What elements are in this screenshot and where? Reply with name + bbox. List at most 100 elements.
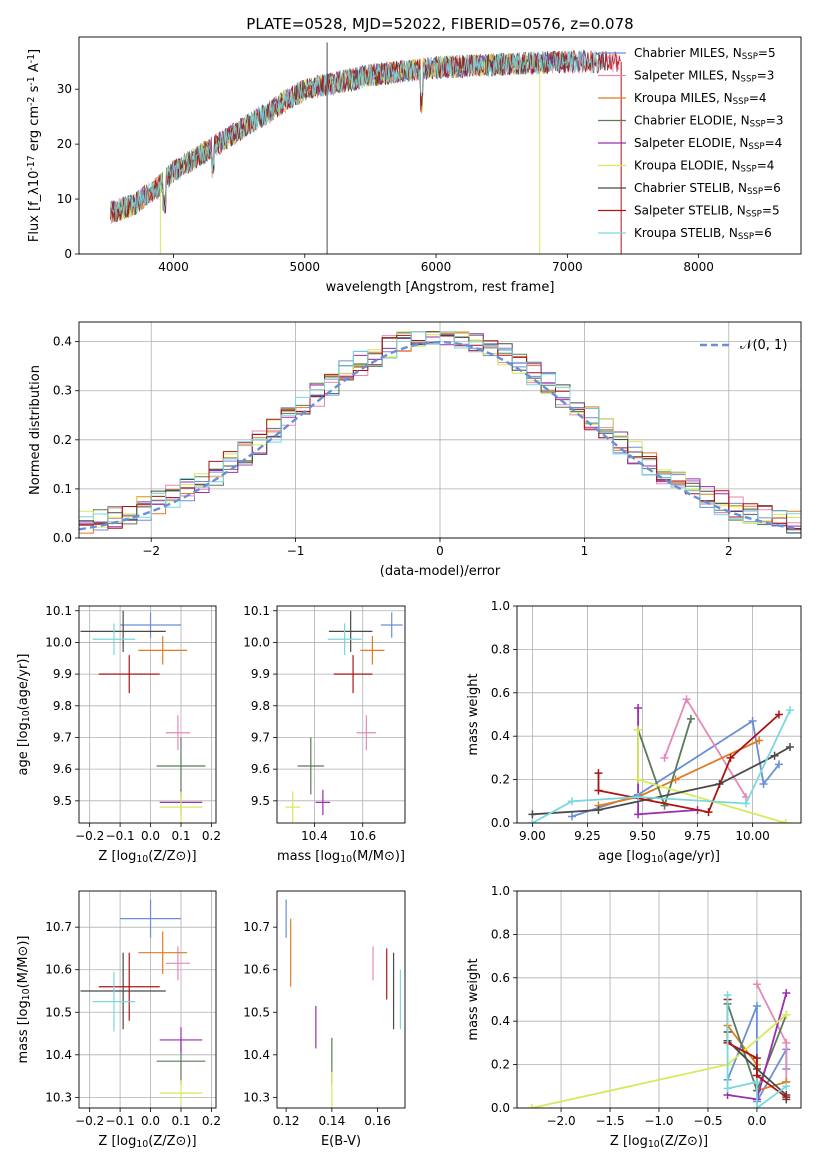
x-tick-label: −1.5: [595, 1114, 624, 1128]
series-marker: [782, 988, 791, 997]
y-tick-label: 10.7: [243, 920, 270, 934]
x-tick-label: −0.2: [75, 829, 104, 843]
series-marker: [726, 753, 735, 762]
series-marker: [682, 695, 691, 704]
series-marker: [782, 1093, 791, 1102]
y-tick-label: 0.2: [491, 1058, 510, 1072]
plot-area: [110, 42, 622, 254]
x-tick-label: 7000: [552, 260, 583, 274]
series-marker: [748, 717, 757, 726]
series-marker: [528, 819, 537, 823]
y-tick-label: 10.0: [243, 635, 270, 649]
y-tick-label: 0.0: [491, 816, 510, 830]
x-tick-label: −0.5: [693, 1114, 722, 1128]
x-axis-label: Z [log10(Z/Z⊙)]: [610, 1134, 708, 1150]
y-tick-label: 9.5: [251, 794, 270, 808]
series-line: [637, 729, 786, 823]
y-tick-label: 0.2: [53, 433, 72, 447]
series-marker: [759, 779, 768, 788]
panel-spectrum: 4000 5000 6000 7000 8000 0 10 20 30 wavelength [A…: [26, 36, 802, 295]
y-tick-label: 0.6: [491, 686, 510, 700]
y-tick-label: 1.0: [491, 599, 510, 613]
x-tick-label: 10.6: [349, 829, 376, 843]
y-tick-label: 0.8: [491, 642, 510, 656]
figure-title: PLATE=0528, MJD=52022, FIBERID=0576, z=0…: [246, 15, 633, 33]
y-tick-label: 9.9: [251, 667, 270, 681]
legend-label: Salpeter ELODIE, NSSP=4: [634, 136, 782, 152]
x-tick-label: 6000: [421, 260, 452, 274]
x-tick-label: 0.2: [202, 829, 221, 843]
series-line: [598, 739, 760, 807]
panel-age-vs-mass: 10.4 10.6 9.5 9.6 9.7 9.8 9.9 10.0 10.1 mass [log…: [243, 604, 406, 865]
y-tick-label: 0.4: [491, 729, 510, 743]
x-tick-label: 0.1: [171, 1114, 190, 1128]
normal-curve: [79, 341, 799, 531]
series-marker: [568, 812, 577, 821]
y-axis-label: Flux [f_λ10-17 erg cm-2 s-1 A-1]: [26, 49, 42, 242]
y-tick-label: 0.3: [53, 384, 72, 398]
x-tick-label: −0.2: [75, 1114, 104, 1128]
x-tick-label: 8000: [683, 260, 714, 274]
series-marker: [781, 819, 790, 823]
panel-mass-vs-ebv: 0.12 0.14 0.16 10.3 10.4 10.5 10.6 10.7 E(B-V): [243, 890, 406, 1149]
series-marker: [634, 810, 643, 819]
legend-label: 𝒩(0, 1): [740, 338, 787, 353]
series-marker: [752, 1054, 761, 1063]
series-marker: [634, 792, 643, 801]
x-tick-label: 0.12: [273, 1114, 300, 1128]
y-axis-label: mass weight: [466, 958, 481, 1040]
x-axis-label: E(B-V): [321, 1134, 361, 1149]
x-tick-label: 0.2: [202, 1114, 221, 1128]
y-tick-label: 10.1: [45, 604, 72, 618]
series-marker: [704, 808, 713, 817]
axes-frame: [78, 605, 217, 824]
x-tick-label: −2: [142, 544, 160, 558]
x-tick-label: 9.25: [574, 829, 601, 843]
series-marker: [594, 805, 603, 814]
axes-frame: [276, 605, 406, 824]
x-tick-label: −0.1: [106, 829, 135, 843]
x-tick-label: 9.50: [629, 829, 656, 843]
y-tick-label: 10.6: [243, 963, 270, 977]
x-axis-label: mass [log10(M/M⊙)]: [277, 849, 405, 865]
y-tick-label: 0.4: [491, 1014, 510, 1028]
y-tick-label: 0.6: [491, 971, 510, 985]
legend-label: Kroupa MILES, NSSP=4: [634, 91, 767, 107]
panel-mass-weight-vs-Z: −2.0 −1.5 −1.0 −0.5 0.0 0.0 0.2 0.4 0.6 0.8 1.0 Z […: [466, 884, 802, 1150]
x-tick-label: 9.00: [519, 829, 546, 843]
y-tick-label: 0.8: [491, 927, 510, 941]
y-axis-label: mass [log10(M/M⊙)]: [16, 935, 32, 1063]
x-tick-label: 5000: [290, 260, 321, 274]
y-tick-label: 10.3: [45, 1090, 72, 1104]
y-tick-label: 9.5: [53, 794, 72, 808]
y-tick-label: 10: [57, 192, 72, 206]
y-tick-label: 10.0: [45, 635, 72, 649]
x-axis-label: wavelength [Angstrom, rest frame]: [326, 280, 555, 295]
plot-area: [79, 331, 801, 534]
y-tick-label: 30: [57, 82, 72, 96]
series-marker: [785, 743, 794, 752]
x-tick-label: 0.16: [364, 1114, 391, 1128]
y-tick-label: 10.6: [45, 963, 72, 977]
series-marker: [723, 1084, 732, 1093]
series-marker: [752, 980, 761, 989]
legend-label: Salpeter STELIB, NSSP=5: [634, 204, 780, 220]
x-tick-label: 0.0: [747, 1114, 766, 1128]
panel-mass-vs-Z: −0.2 −0.1 0.0 0.1 0.2 10.3 10.4 10.5 10.6 10.7 Z […: [16, 890, 221, 1150]
legend: Chabrier MILES, NSSP=5 Salpeter MILES, NS…: [598, 46, 783, 242]
panel-residual-histogram: −2 −1 0 1 2 0.0 0.1 0.2 0.3 0.4 (data-model)/error…: [28, 321, 802, 579]
series-marker: [782, 1038, 791, 1047]
y-tick-label: 10.1: [243, 604, 270, 618]
series-marker: [660, 753, 669, 762]
y-tick-label: 10.4: [45, 1048, 72, 1062]
axes-frame: [516, 605, 802, 824]
x-tick-label: 9.75: [684, 829, 711, 843]
y-tick-label: 0: [64, 247, 72, 261]
series-marker: [770, 751, 779, 760]
x-tick-label: 0.1: [171, 829, 190, 843]
x-tick-label: −1: [287, 544, 305, 558]
legend-label: Chabrier STELIB, NSSP=6: [634, 181, 781, 197]
plot-area: [80, 610, 206, 823]
y-axis-label: age [log10(age/yr)]: [16, 654, 32, 776]
y-tick-label: 10.5: [45, 1005, 72, 1019]
